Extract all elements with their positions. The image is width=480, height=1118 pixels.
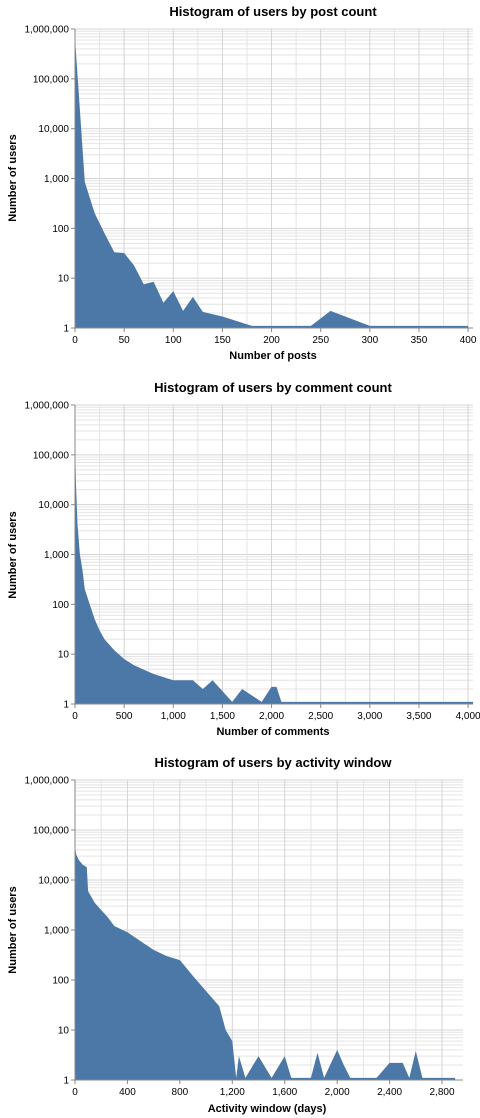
chart-title: Histogram of users by activity window [155,755,393,770]
x-tick-label: 50 [119,335,131,346]
y-tick-label: 1,000,000 [25,776,70,787]
x-tick-label: 200 [263,335,280,346]
y-tick-label: 1,000 [44,174,69,185]
y-tick-label: 1,000 [44,926,69,937]
y-tick-label: 10,000 [38,500,69,511]
grid [74,404,473,705]
x-tick-label: 0 [72,1087,78,1098]
x-tick-label: 400 [119,1087,136,1098]
comment-count-histogram: Histogram of users by comment count 1101… [7,380,480,738]
chart-title: Histogram of users by comment count [154,380,392,395]
y-tick-label: 1,000,000 [25,25,70,36]
activity-window-histogram: Histogram of users by activity window 11… [7,755,463,1115]
x-tick-label: 1,600 [272,1087,297,1098]
x-tick-label: 250 [312,335,329,346]
y-axis: 1 10 100 1,000 10,000 100,000 1,000,000 [25,25,76,335]
y-tick-label: 1 [63,324,69,335]
y-tick-label: 10,000 [38,124,69,135]
x-tick-label: 2,800 [430,1087,455,1098]
area-series [75,847,456,1080]
y-axis-title: Number of users [7,511,19,598]
area-series [75,38,469,329]
x-tick-label: 0 [72,711,78,722]
y-axis-title: Number of users [7,134,19,221]
x-axis-title: Number of comments [216,726,329,738]
x-axis: 0 50 100 150 200 250 300 350 400 [72,327,477,346]
y-tick-label: 1,000 [44,550,69,561]
y-tick-label: 100,000 [33,74,70,85]
y-tick-label: 10,000 [38,876,69,887]
y-tick-label: 1 [63,1076,69,1087]
y-axis: 1 10 100 1,000 10,000 100,000 1,000,000 [25,401,76,711]
y-tick-label: 1,000,000 [25,401,70,412]
x-tick-label: 100 [165,335,182,346]
x-axis: 0 500 1,000 1,500 2,000 2,500 3,000 3,500 4,000 [72,703,480,722]
x-tick-label: 1,000 [161,711,186,722]
post-count-histogram: Histogram of users by post count 1101001… [7,4,477,362]
area-series [75,442,473,704]
x-tick-label: 4,000 [456,711,480,722]
y-tick-label: 100 [52,224,69,235]
x-axis-title: Number of posts [229,350,316,362]
x-tick-label: 1,200 [220,1087,245,1098]
x-tick-label: 300 [361,335,378,346]
x-tick-label: 150 [214,335,231,346]
x-tick-label: 500 [116,711,133,722]
x-tick-label: 2,400 [377,1087,402,1098]
y-tick-label: 10 [58,1026,70,1037]
y-tick-label: 10 [58,274,70,285]
chart-title: Histogram of users by post count [169,4,377,19]
y-tick-label: 100,000 [33,450,70,461]
y-tick-label: 100 [52,600,69,611]
x-tick-label: 3,000 [357,711,382,722]
x-axis-title: Activity window (days) [208,1103,327,1115]
x-tick-label: 2,500 [308,711,333,722]
x-tick-label: 1,500 [210,711,235,722]
y-axis: 1 10 100 1,000 10,000 100,000 1,000,000 [25,776,76,1087]
x-tick-label: 3,500 [406,711,431,722]
grid [74,779,463,1081]
y-tick-label: 10 [58,650,70,661]
y-axis-title: Number of users [7,886,19,973]
x-axis: 0 400 800 1,200 1,600 2,000 2,400 2,800 [72,1079,463,1098]
x-tick-label: 2,000 [259,711,284,722]
y-tick-label: 100,000 [33,826,70,837]
x-tick-label: 2,000 [325,1087,350,1098]
y-tick-label: 1 [63,700,69,711]
x-tick-label: 350 [411,335,428,346]
y-tick-label: 100 [52,976,69,987]
x-tick-label: 800 [172,1087,189,1098]
x-tick-label: 400 [460,335,477,346]
x-tick-label: 0 [72,335,78,346]
